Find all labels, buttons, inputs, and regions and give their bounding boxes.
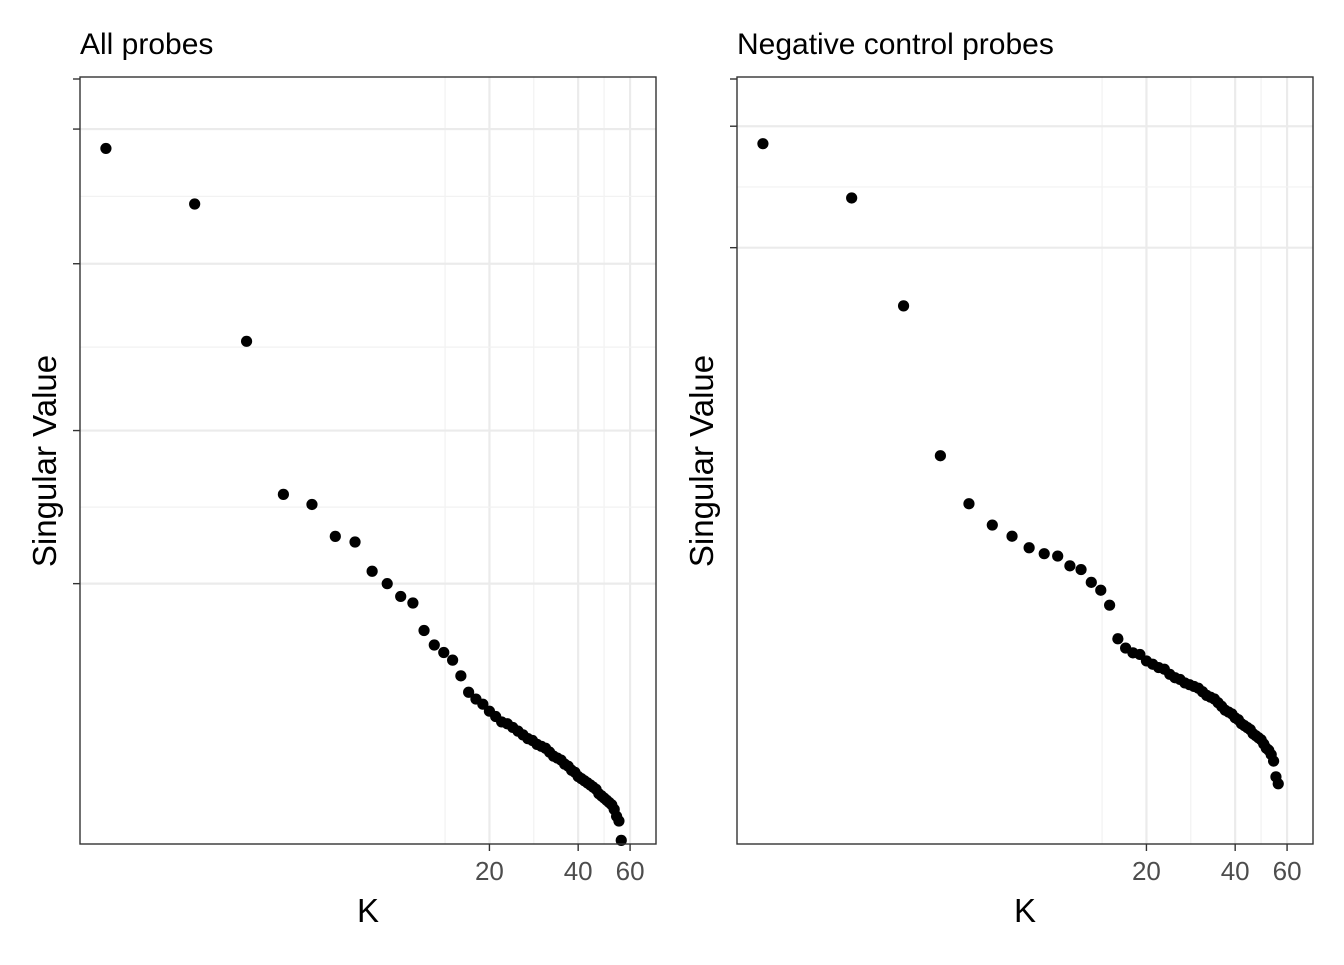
x-tick-label: 40 xyxy=(1221,856,1250,886)
x-tick-label: 20 xyxy=(1132,856,1161,886)
x-ticks: 20 40 60 xyxy=(475,844,645,886)
panel-all-probes: All probes 20 40 60 K Singular Value xyxy=(26,28,657,929)
data-point xyxy=(349,536,361,548)
data-point xyxy=(986,519,998,531)
x-tick-label: 60 xyxy=(616,856,645,886)
data-point xyxy=(100,142,112,155)
data-point xyxy=(447,654,459,666)
panel-negative-control-probes: Negative control probes 20 40 60 K Singula… xyxy=(683,28,1314,929)
data-points xyxy=(100,142,627,846)
data-point xyxy=(418,624,430,637)
data-point xyxy=(306,498,318,511)
data-point xyxy=(1272,778,1284,790)
data-point xyxy=(897,300,910,312)
x-tick-label: 60 xyxy=(1273,856,1302,886)
data-point xyxy=(1112,633,1124,645)
data-point xyxy=(277,488,289,500)
y-ticks xyxy=(73,78,80,585)
data-point xyxy=(1064,560,1076,572)
data-point xyxy=(1267,755,1280,767)
data-point xyxy=(329,530,341,542)
data-point xyxy=(366,565,378,577)
y-ticks xyxy=(730,78,737,249)
panel-title: All probes xyxy=(80,28,213,61)
data-point xyxy=(615,834,627,846)
data-point xyxy=(395,590,407,603)
data-point xyxy=(934,450,946,462)
data-point xyxy=(463,686,475,698)
y-axis-label: Singular Value xyxy=(26,355,63,567)
data-point xyxy=(1052,550,1064,562)
data-point xyxy=(1085,576,1097,588)
x-tick-label: 40 xyxy=(564,856,593,886)
x-tick-label: 20 xyxy=(475,856,504,886)
data-point xyxy=(1075,563,1087,576)
y-axis-label: Singular Value xyxy=(683,355,720,567)
data-point xyxy=(613,815,625,827)
data-point xyxy=(381,578,393,590)
data-point xyxy=(1095,584,1107,596)
data-point xyxy=(407,597,419,609)
data-point xyxy=(240,335,253,347)
data-point xyxy=(757,138,769,150)
data-point xyxy=(963,498,975,510)
data-points xyxy=(757,138,1284,790)
plot-border xyxy=(79,76,657,845)
data-point xyxy=(1038,548,1050,560)
grid xyxy=(737,77,1313,844)
data-point xyxy=(846,192,858,204)
data-point xyxy=(1023,542,1035,554)
grid xyxy=(80,77,656,844)
data-point xyxy=(1006,530,1018,542)
plot-border xyxy=(736,76,1314,845)
data-point xyxy=(477,698,489,710)
x-ticks: 20 40 60 xyxy=(1132,844,1302,886)
data-point xyxy=(455,670,467,682)
x-axis-label: K xyxy=(357,892,379,929)
data-point xyxy=(428,639,440,651)
data-point xyxy=(438,646,450,659)
x-axis-label: K xyxy=(1014,892,1036,929)
panel-title: Negative control probes xyxy=(737,28,1054,61)
data-point xyxy=(1104,599,1116,611)
data-point xyxy=(189,198,201,210)
